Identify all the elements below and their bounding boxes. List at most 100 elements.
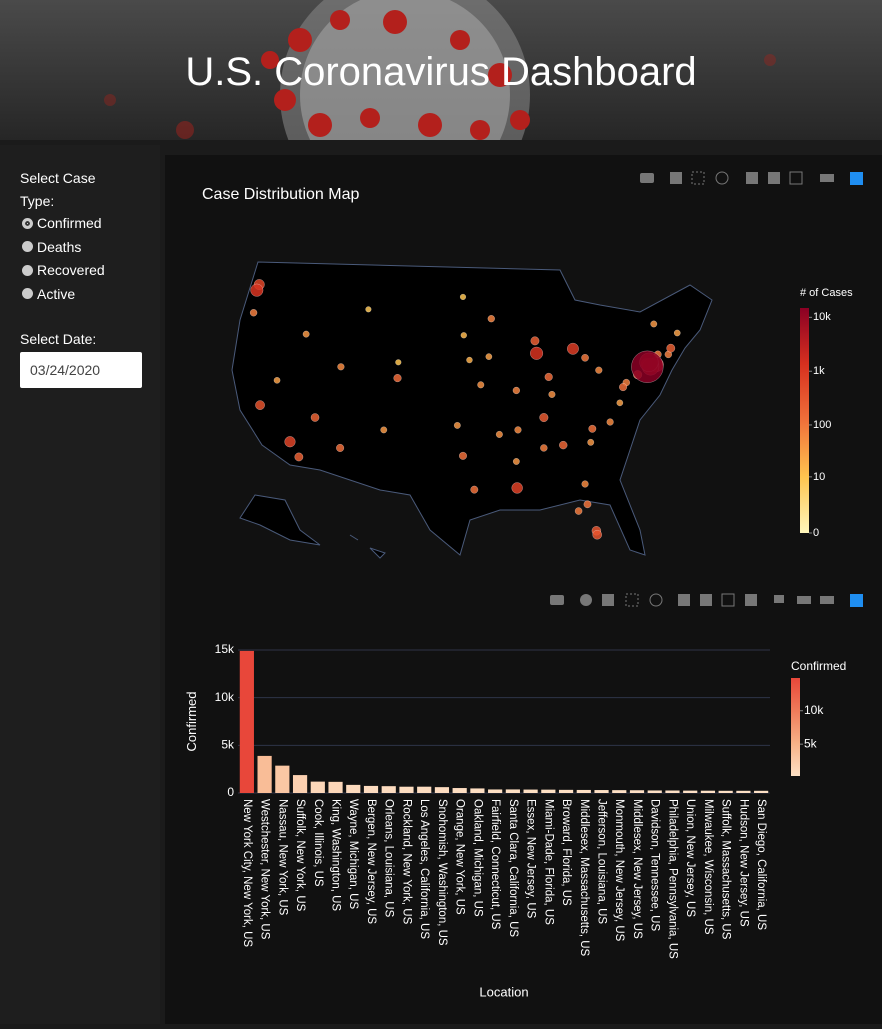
colorbar [800,308,809,533]
case-bubble [380,426,388,434]
case-bubble [514,426,522,434]
case-bubble [477,381,485,389]
case-bubble [249,309,258,317]
x-axis-title: Location [479,984,528,999]
hawaii-outline [349,534,386,559]
case-bubble [544,372,553,381]
bar [292,775,308,793]
x-tick-label: Orleans, Louisiana, US [383,799,395,918]
y-tick-label: 15k [215,642,235,656]
colorbar-tick-label: 1k [813,365,825,377]
virus-image [104,0,776,140]
case-bubble [485,353,493,360]
radio-button[interactable] [22,264,33,276]
radio-label: Active [37,285,76,302]
case-bubble [567,342,579,355]
sidebar: Select Case Type: Confirmed Deaths Recover… [0,145,160,1024]
case-bubble [666,343,676,353]
date-input[interactable]: 03/24/2020 [20,352,142,388]
case-bubble [255,400,265,410]
case-bubble [459,293,467,300]
bar [399,786,414,793]
radio-button[interactable] [22,217,33,229]
bar [363,785,379,793]
x-tick-label: Orange, New York, US [454,799,466,915]
case-bubble [530,336,540,346]
colorbar-tick-label: 10k [804,703,824,717]
case-bubble [581,480,589,488]
map-modebar [640,171,863,185]
x-tick-label: Middlesex, Massachusetts, US [578,799,590,957]
bar [346,784,361,793]
case-bubble [673,329,681,337]
case-bubble [512,386,520,395]
colorbar-tick-label: 5k [804,736,818,750]
radio-button[interactable] [22,288,33,299]
x-tick-label: Wayne, Michigan, US [347,799,359,909]
radio-label: Deaths [37,238,82,255]
colorbar-tick-label: 0 [813,527,819,539]
case-bubble [595,366,603,374]
case-bubble [583,500,592,509]
case-bubble [336,443,345,452]
case-bubble [619,383,628,392]
case-bubble [574,507,583,515]
x-tick-label: Essex, New Jersey, US [525,799,537,919]
case-bubble [530,346,544,360]
case-bubble [606,418,614,426]
radio-label: Recovered [37,262,105,278]
colorbar-tick-label: 100 [813,419,831,431]
radio-option[interactable]: Confirmed [22,215,102,231]
x-tick-label: Broward, Florida, US [560,799,572,906]
bar [754,790,769,793]
x-tick-label: Philadelphia, Pennsylvania, US [666,799,678,959]
y-axis-title: Confirmed [184,692,199,752]
x-tick-label: San Diego, California, US [755,799,767,930]
case-bubble [650,320,658,328]
case-bubble [470,485,479,494]
x-tick-label: Milwaukee, Wisconsin, US [702,799,714,935]
bar [523,789,538,793]
us-outline [231,261,713,556]
bar [594,790,609,793]
case-bubble [539,413,549,423]
header: U.S. Coronavirus Dashboard [0,0,882,140]
bar [328,781,343,793]
case-bubble [631,350,664,383]
case-bubble [592,529,602,540]
x-tick-label: King, Washington, US [330,799,342,911]
bar [665,790,680,793]
case-bubble [466,356,473,364]
main-panel: Case Distribution Map # of Cases 0 10 100 1k 1… [165,155,882,1024]
bar [629,790,645,793]
radio-button[interactable] [22,241,33,252]
y-tick-label: 10k [215,690,235,704]
case-bubble [395,359,402,366]
case-bubble [393,374,402,383]
case-bubble [453,422,461,429]
bar [505,789,520,793]
colorbar-title: Confirmed [791,659,846,673]
bar-modebar [550,593,863,607]
charts: Case Distribution Map # of Cases 0 10 100 1k 1… [184,171,863,999]
bar [541,789,556,793]
date-label: Select Date: [20,331,97,347]
x-tick-label: Nassau, New York, US [276,799,288,916]
case-bubble [284,436,296,448]
bar [683,790,698,793]
bar [718,790,733,793]
radio-option[interactable]: Recovered [22,262,105,278]
title: U.S. Coronavirus Dashboard [185,50,697,94]
bar [239,650,254,793]
case-bubble [250,283,264,297]
radio-option[interactable]: Active [22,286,75,302]
case-bubble [459,451,467,460]
x-tick-label: Miami-Dade, Florida, US [542,799,554,925]
colorbar-tick-label: 10 [813,471,825,483]
bar [612,790,627,793]
radio-option[interactable]: Deaths [22,239,81,255]
bar [470,788,485,793]
bar [488,789,503,793]
case-bubble [581,353,589,362]
